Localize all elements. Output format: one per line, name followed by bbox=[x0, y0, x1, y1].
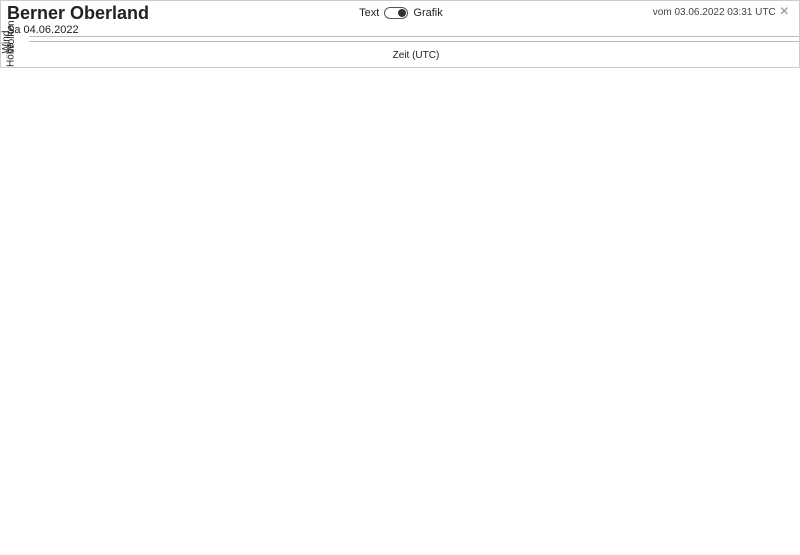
toggle-text-label: Text bbox=[359, 7, 379, 19]
close-icon[interactable]: × bbox=[776, 3, 793, 21]
location-title: Berner Oberland bbox=[7, 3, 149, 24]
y-axis-label: Höhe bbox=[5, 43, 16, 67]
toggle-switch-icon[interactable] bbox=[384, 7, 408, 19]
view-toggle[interactable]: Text Grafik bbox=[149, 3, 653, 19]
forecast-date: Sa 04.06.2022 bbox=[7, 24, 149, 36]
header: Berner Oberland Sa 04.06.2022 Text Grafi… bbox=[1, 1, 799, 36]
thermal-heatmap: Höhe Zeit (UTC) bbox=[1, 42, 799, 67]
x-axis-label: Zeit (UTC) bbox=[39, 50, 793, 61]
issued-timestamp: vom 03.06.2022 03:31 UTC bbox=[653, 3, 776, 18]
toggle-grafik-label: Grafik bbox=[413, 7, 442, 19]
weather-panel: Berner Oberland Sa 04.06.2022 Text Grafi… bbox=[0, 0, 800, 68]
clouds-band: Wolken bbox=[1, 36, 799, 37]
